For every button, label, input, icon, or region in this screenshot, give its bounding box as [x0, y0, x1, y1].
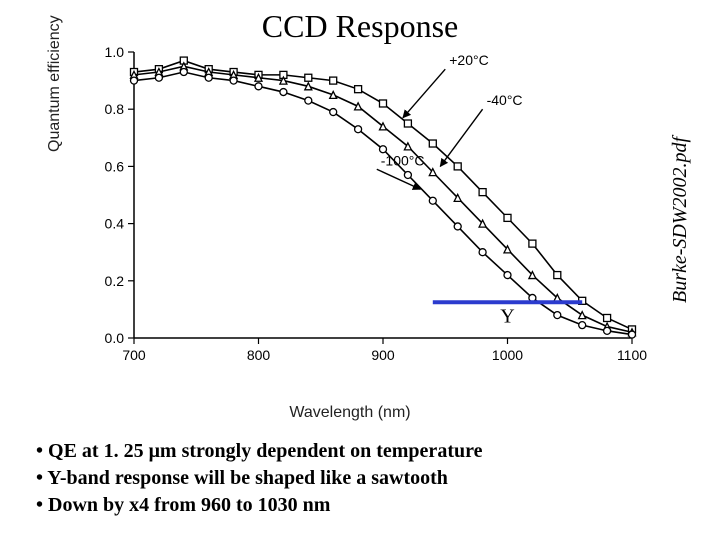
svg-text:0.2: 0.2 — [105, 273, 125, 289]
svg-text:+20°C: +20°C — [449, 52, 488, 68]
svg-text:800: 800 — [247, 347, 271, 363]
citation-label: Burke-SDW2002.pdf — [669, 70, 692, 370]
svg-text:0.0: 0.0 — [105, 330, 125, 346]
svg-text:700: 700 — [122, 347, 146, 363]
svg-text:0.8: 0.8 — [105, 101, 125, 117]
svg-text:0.6: 0.6 — [105, 158, 125, 174]
svg-text:-100°C: -100°C — [381, 152, 425, 168]
svg-text:Y: Y — [500, 306, 514, 328]
svg-text:0.4: 0.4 — [105, 216, 125, 232]
x-axis-label: Wavelength (nm) — [40, 404, 660, 422]
list-item: QE at 1. 25 μm strongly dependent on tem… — [36, 438, 676, 465]
svg-text:1000: 1000 — [492, 347, 523, 363]
list-item: Y-band response will be shaped like a sa… — [36, 465, 676, 492]
svg-text:1.0: 1.0 — [105, 44, 125, 60]
page-title: CCD Response — [0, 8, 720, 45]
list-item: Down by x4 from 960 to 1030 nm — [36, 492, 676, 519]
y-axis-label: Quantum efficiency — [46, 15, 64, 152]
svg-text:-40°C: -40°C — [487, 92, 523, 108]
chart-svg: 0.0 0.2 0.4 0.6 0.8 1.0 700 800 900 1000 1100 +20°C… — [90, 42, 650, 382]
bullet-list: QE at 1. 25 μm strongly dependent on tem… — [36, 438, 676, 519]
ccd-response-chart: Quantum efficiency 0.00.20.40.60.81.0700… — [40, 42, 660, 420]
svg-text:900: 900 — [371, 347, 395, 363]
svg-text:1100: 1100 — [617, 347, 647, 363]
